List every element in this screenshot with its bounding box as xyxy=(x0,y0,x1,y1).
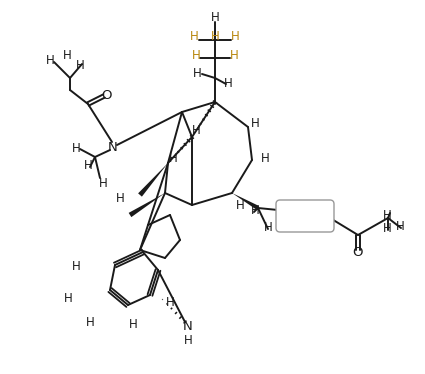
Text: H: H xyxy=(230,49,238,61)
FancyBboxPatch shape xyxy=(276,200,334,232)
Text: H: H xyxy=(192,49,200,61)
Text: H: H xyxy=(396,220,404,233)
Text: H: H xyxy=(76,58,85,71)
Text: H: H xyxy=(184,334,193,346)
Polygon shape xyxy=(129,193,165,217)
Text: H: H xyxy=(382,221,391,234)
Text: H: H xyxy=(84,159,92,172)
Text: H: H xyxy=(382,208,391,221)
Text: H: H xyxy=(85,316,94,328)
Text: H: H xyxy=(264,221,272,233)
Text: H: H xyxy=(45,53,54,67)
Text: H: H xyxy=(190,30,198,43)
Text: N: N xyxy=(183,321,193,334)
Text: Abs: Abs xyxy=(294,211,316,224)
Text: H: H xyxy=(251,203,259,217)
Text: H: H xyxy=(129,319,137,331)
Text: H: H xyxy=(166,295,174,309)
Polygon shape xyxy=(232,193,259,210)
Text: H: H xyxy=(211,30,219,43)
Text: H: H xyxy=(116,191,125,205)
Text: H: H xyxy=(169,151,177,165)
Text: O: O xyxy=(102,89,112,101)
Text: H: H xyxy=(211,10,219,24)
Text: H: H xyxy=(261,151,269,165)
Text: H: H xyxy=(193,67,201,80)
Polygon shape xyxy=(138,163,168,197)
Text: H: H xyxy=(72,141,80,154)
Text: H: H xyxy=(231,30,239,43)
Text: H: H xyxy=(251,116,259,129)
Text: H: H xyxy=(62,49,71,61)
Text: H: H xyxy=(192,123,200,137)
Text: H: H xyxy=(64,291,72,304)
Text: H: H xyxy=(224,77,232,89)
Text: O: O xyxy=(353,246,363,260)
Text: H: H xyxy=(72,261,80,273)
Text: N: N xyxy=(108,141,118,153)
Text: H: H xyxy=(99,177,108,190)
Text: H: H xyxy=(235,199,244,212)
